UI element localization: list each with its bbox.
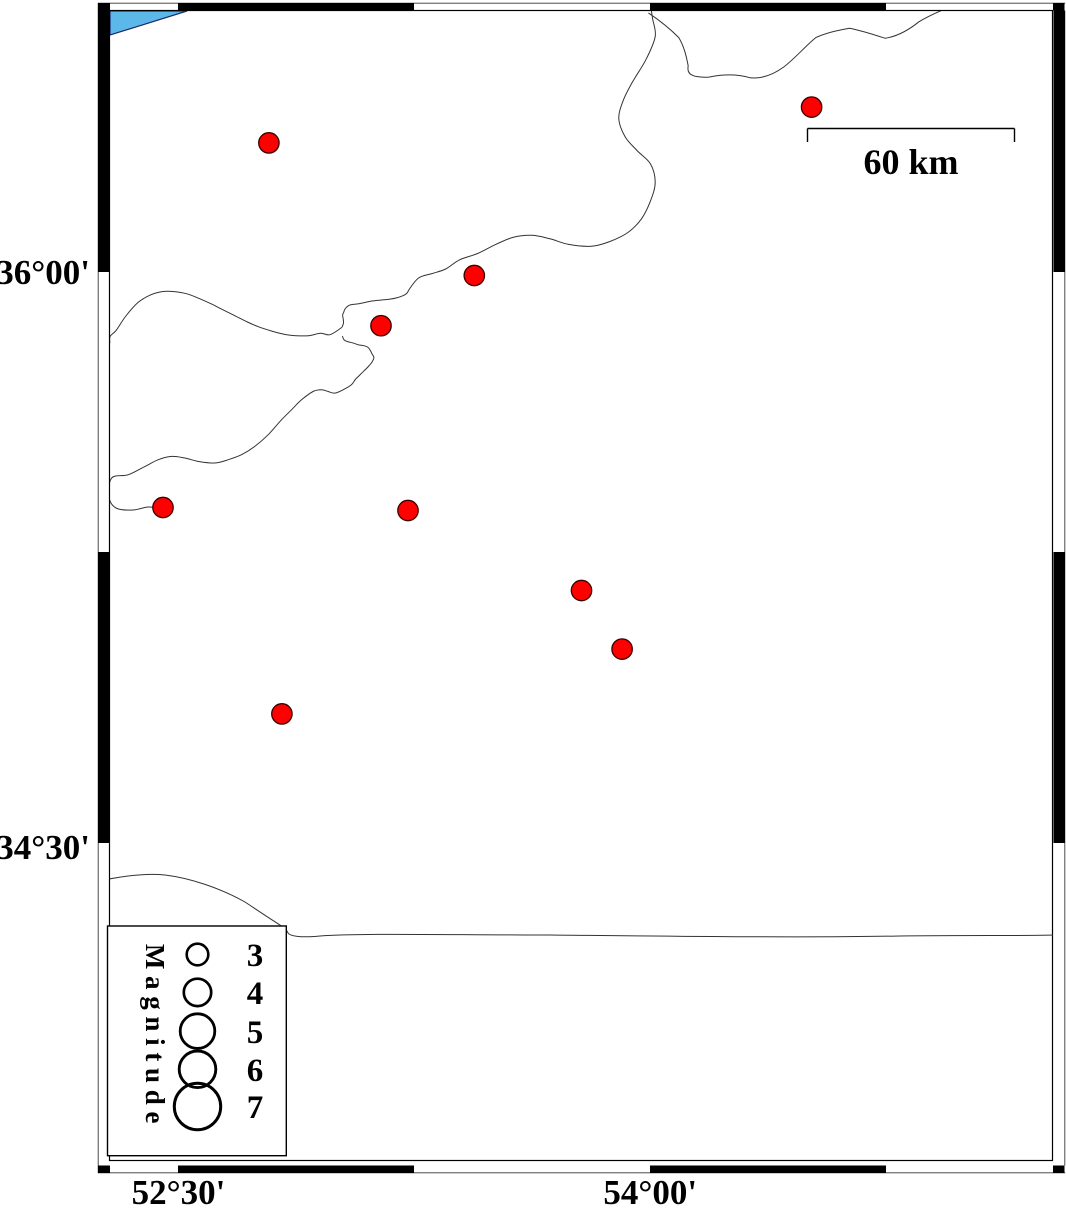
svg-text:52°30': 52°30' [132,1173,226,1211]
svg-text:Magnitude: Magnitude [140,944,170,1130]
svg-text:7: 7 [247,1090,264,1126]
svg-text:5: 5 [247,1015,264,1051]
svg-text:3: 3 [247,938,264,974]
svg-text:4: 4 [247,976,264,1012]
svg-text:36°00': 36°00' [0,253,90,292]
svg-text:6: 6 [247,1053,264,1089]
svg-text:54°00': 54°00' [603,1173,697,1211]
svg-text:34°30': 34°30' [0,828,90,867]
svg-text:60 km: 60 km [863,142,958,182]
